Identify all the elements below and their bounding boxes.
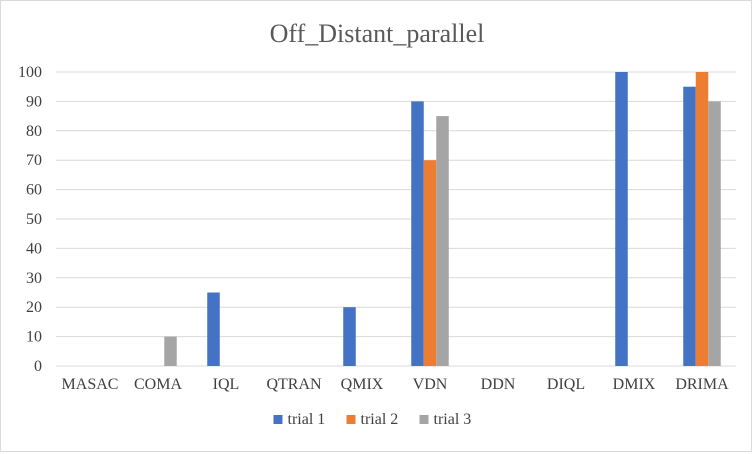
legend: trial 1 trial 2 trial 3 bbox=[273, 411, 472, 428]
x-tick-label-ddn: DDN bbox=[481, 376, 516, 393]
bar-vdn-trial-2 bbox=[423, 160, 437, 366]
y-axis-tick-labels: 0 10 20 30 40 50 60 70 80 90 100 bbox=[18, 64, 42, 375]
x-tick-label-dmix: DMIX bbox=[613, 376, 656, 393]
bar-qmix-trial-1 bbox=[343, 307, 356, 366]
legend-swatch-trial-1 bbox=[273, 415, 283, 424]
bars bbox=[164, 72, 721, 367]
x-tick-label-iql: IQL bbox=[213, 376, 240, 393]
bar-vdn-trial-1 bbox=[411, 101, 424, 367]
bar-dmix-trial-1 bbox=[615, 72, 628, 366]
x-axis-tick-labels: MASAC COMA IQL QTRAN QMIX VDN DDN DIQL DMIX DRIMA bbox=[62, 376, 730, 393]
x-tick-label-vdn: VDN bbox=[413, 376, 448, 393]
y-tick-label: 30 bbox=[26, 270, 42, 287]
bar-drima-trial-2 bbox=[695, 72, 709, 366]
y-tick-label: 0 bbox=[34, 358, 42, 375]
legend-label-trial-1: trial 1 bbox=[288, 411, 326, 428]
legend-label-trial-3: trial 3 bbox=[434, 411, 472, 428]
y-tick-label: 70 bbox=[26, 152, 42, 169]
legend-label-trial-2: trial 2 bbox=[361, 411, 399, 428]
bar-vdn-trial-3 bbox=[436, 116, 449, 366]
y-tick-label: 40 bbox=[26, 240, 42, 257]
x-tick-label-qmix: QMIX bbox=[341, 376, 384, 393]
y-tick-label: 60 bbox=[26, 182, 42, 199]
y-tick-label: 80 bbox=[26, 123, 42, 140]
x-tick-label-diql: DIQL bbox=[547, 376, 585, 393]
y-tick-label: 90 bbox=[26, 93, 42, 110]
legend-swatch-trial-2 bbox=[346, 415, 356, 424]
x-tick-label-drima: DRIMA bbox=[675, 376, 729, 393]
y-tick-label: 20 bbox=[26, 299, 42, 316]
x-tick-label-coma: COMA bbox=[134, 376, 182, 393]
bar-coma-trial-3 bbox=[164, 336, 177, 366]
x-tick-label-masac: MASAC bbox=[62, 376, 119, 393]
y-tick-label: 100 bbox=[18, 64, 42, 81]
y-tick-label: 50 bbox=[26, 211, 42, 228]
bar-drima-trial-3 bbox=[708, 101, 721, 367]
bar-drima-trial-1 bbox=[683, 86, 696, 366]
bar-iql-trial-1 bbox=[207, 292, 220, 366]
legend-swatch-trial-3 bbox=[419, 415, 429, 424]
gridlines bbox=[56, 71, 736, 367]
chart-title: Off_Distant_parallel bbox=[270, 19, 485, 48]
y-tick-label: 10 bbox=[26, 329, 42, 346]
x-tick-label-qtran: QTRAN bbox=[266, 376, 322, 393]
